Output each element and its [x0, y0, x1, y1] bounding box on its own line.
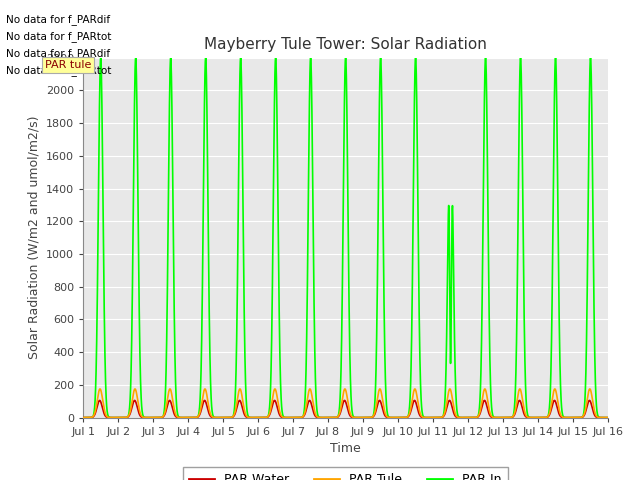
Text: No data for f_PARtot: No data for f_PARtot	[6, 31, 112, 42]
Text: No data for f_PARdif: No data for f_PARdif	[6, 48, 111, 59]
X-axis label: Time: Time	[330, 442, 361, 455]
Text: No data for f_PARtot: No data for f_PARtot	[6, 65, 112, 76]
Title: Mayberry Tule Tower: Solar Radiation: Mayberry Tule Tower: Solar Radiation	[204, 37, 487, 52]
Text: PAR tule: PAR tule	[45, 60, 91, 70]
Legend: PAR Water, PAR Tule, PAR In: PAR Water, PAR Tule, PAR In	[183, 467, 508, 480]
Y-axis label: Solar Radiation (W/m2 and umol/m2/s): Solar Radiation (W/m2 and umol/m2/s)	[28, 116, 40, 360]
Text: No data for f_PARdif: No data for f_PARdif	[6, 14, 111, 25]
